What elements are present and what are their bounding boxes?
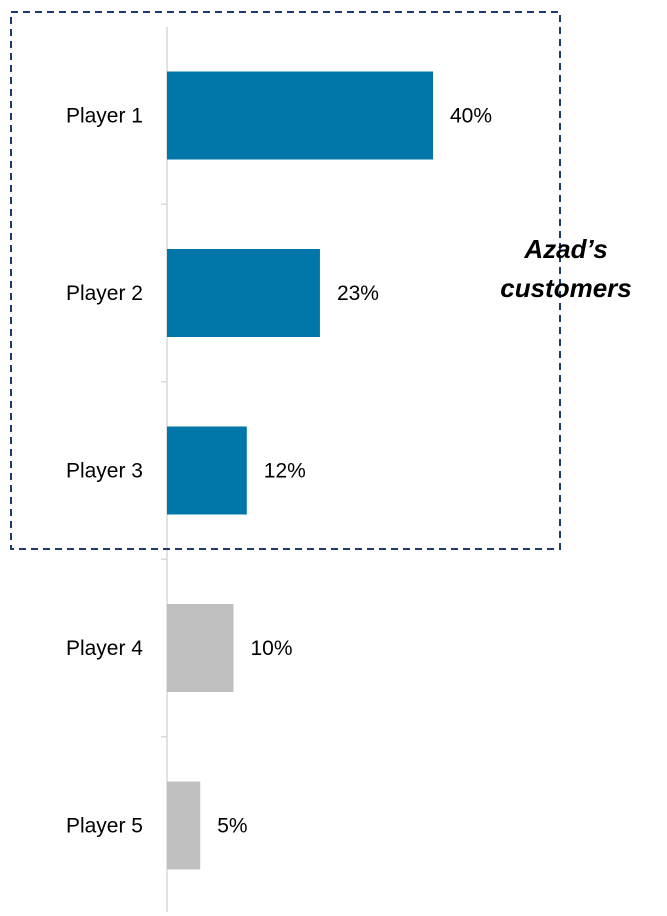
callout-label-line-2: customers <box>500 273 632 303</box>
value-label-5: 5% <box>217 815 247 838</box>
category-label-5: Player 5 <box>66 815 143 838</box>
bar-5 <box>167 781 201 870</box>
value-label-2: 23% <box>337 282 379 305</box>
category-label-3: Player 3 <box>66 460 143 483</box>
value-label-4: 10% <box>251 637 293 660</box>
bar-4 <box>167 604 234 692</box>
value-label-3: 12% <box>264 460 306 483</box>
category-label-2: Player 2 <box>66 282 143 305</box>
bar-3 <box>167 426 247 515</box>
bar-1 <box>167 71 433 160</box>
azad-customers-highlight-box <box>10 11 561 550</box>
value-label-1: 40% <box>450 105 492 128</box>
category-label-4: Player 4 <box>66 637 143 660</box>
category-axis <box>161 27 168 912</box>
labels: Player 1 40% Player 2 23% Player 3 12% Player … <box>66 105 492 838</box>
bar-2 <box>167 249 320 337</box>
callout-label-line-1: Azad’s <box>523 234 607 264</box>
category-label-1: Player 1 <box>66 105 143 128</box>
bars <box>167 71 433 870</box>
